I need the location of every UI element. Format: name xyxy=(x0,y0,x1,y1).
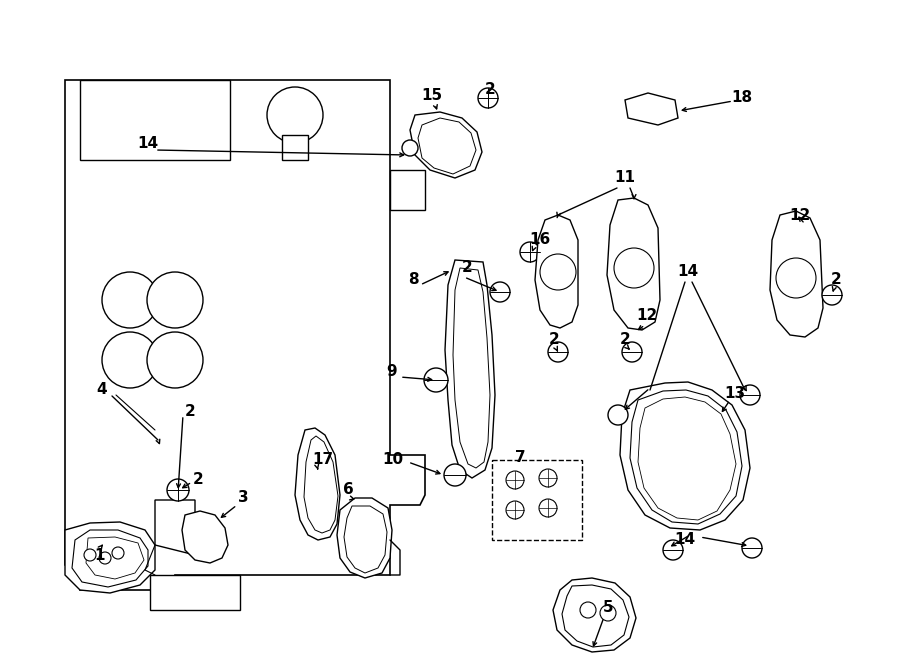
Text: 2: 2 xyxy=(831,272,842,288)
Text: 2: 2 xyxy=(484,83,495,98)
Circle shape xyxy=(614,248,654,288)
Text: 14: 14 xyxy=(138,136,158,151)
Circle shape xyxy=(548,342,568,362)
Text: 2: 2 xyxy=(619,332,630,348)
Polygon shape xyxy=(625,93,678,125)
Text: 5: 5 xyxy=(603,600,613,615)
Polygon shape xyxy=(453,268,490,468)
Circle shape xyxy=(539,469,557,487)
Circle shape xyxy=(490,282,510,302)
Text: 18: 18 xyxy=(732,91,752,106)
Circle shape xyxy=(444,464,466,486)
Circle shape xyxy=(84,549,96,561)
Circle shape xyxy=(776,258,816,298)
Text: 2: 2 xyxy=(184,405,195,420)
Polygon shape xyxy=(390,170,425,210)
Circle shape xyxy=(622,342,642,362)
Circle shape xyxy=(742,538,762,558)
Text: 7: 7 xyxy=(515,451,526,465)
Text: 11: 11 xyxy=(615,171,635,186)
Polygon shape xyxy=(282,135,308,160)
Text: 10: 10 xyxy=(382,453,403,467)
Text: 6: 6 xyxy=(343,483,354,498)
Circle shape xyxy=(147,332,203,388)
Circle shape xyxy=(540,254,576,290)
Polygon shape xyxy=(295,428,340,540)
Circle shape xyxy=(478,88,498,108)
Circle shape xyxy=(99,552,111,564)
Polygon shape xyxy=(535,215,578,328)
Polygon shape xyxy=(182,511,228,563)
Polygon shape xyxy=(65,80,425,590)
Text: 17: 17 xyxy=(312,453,334,467)
Text: 14: 14 xyxy=(678,264,698,280)
Circle shape xyxy=(506,471,524,489)
Circle shape xyxy=(539,499,557,517)
Polygon shape xyxy=(304,436,338,533)
Polygon shape xyxy=(80,80,230,160)
Polygon shape xyxy=(630,390,742,524)
Polygon shape xyxy=(418,118,476,174)
Polygon shape xyxy=(620,382,750,530)
Circle shape xyxy=(506,501,524,519)
Bar xyxy=(492,460,582,540)
Circle shape xyxy=(147,272,203,328)
Polygon shape xyxy=(72,530,148,587)
Polygon shape xyxy=(770,211,823,337)
Polygon shape xyxy=(607,198,660,330)
Polygon shape xyxy=(86,537,144,579)
Circle shape xyxy=(102,272,158,328)
Circle shape xyxy=(520,242,540,262)
Text: 14: 14 xyxy=(674,533,696,547)
Polygon shape xyxy=(445,260,495,478)
Circle shape xyxy=(267,87,323,143)
Text: 2: 2 xyxy=(549,332,560,348)
Circle shape xyxy=(167,479,189,501)
Circle shape xyxy=(112,547,124,559)
Polygon shape xyxy=(553,578,636,652)
Polygon shape xyxy=(155,500,195,555)
Text: 1: 1 xyxy=(94,547,105,563)
Polygon shape xyxy=(65,522,155,593)
Text: 2: 2 xyxy=(462,260,472,276)
Text: 16: 16 xyxy=(529,233,551,247)
Polygon shape xyxy=(638,397,736,520)
Circle shape xyxy=(600,605,616,621)
Text: 9: 9 xyxy=(387,364,397,379)
Text: 12: 12 xyxy=(636,307,658,323)
Text: 3: 3 xyxy=(238,490,248,506)
Circle shape xyxy=(663,540,683,560)
Text: 12: 12 xyxy=(789,208,811,223)
Circle shape xyxy=(740,385,760,405)
Polygon shape xyxy=(410,112,482,178)
Text: 15: 15 xyxy=(421,87,443,102)
Circle shape xyxy=(424,368,448,392)
Text: 4: 4 xyxy=(96,383,107,397)
Text: 13: 13 xyxy=(724,385,745,401)
Polygon shape xyxy=(344,506,387,573)
Text: 8: 8 xyxy=(408,272,418,288)
Circle shape xyxy=(402,140,418,156)
Polygon shape xyxy=(337,498,392,578)
Circle shape xyxy=(822,285,842,305)
Polygon shape xyxy=(562,585,629,647)
Polygon shape xyxy=(150,575,240,610)
Circle shape xyxy=(608,405,628,425)
Text: 2: 2 xyxy=(193,473,203,488)
Circle shape xyxy=(580,602,596,618)
Circle shape xyxy=(102,332,158,388)
